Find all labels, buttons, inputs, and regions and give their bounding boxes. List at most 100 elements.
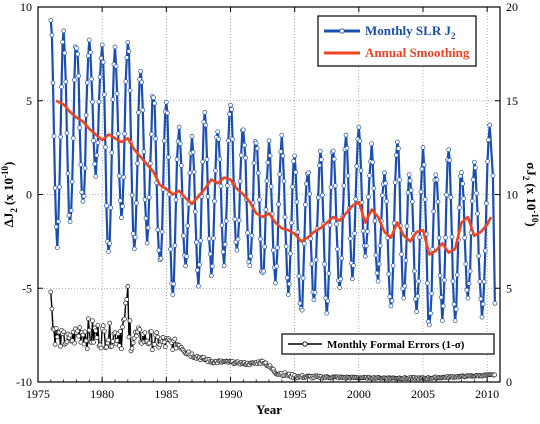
monthly-slr-point	[431, 209, 437, 214]
formal-error-point	[72, 340, 77, 346]
monthly-slr-point	[173, 197, 179, 203]
formal-error-point	[67, 332, 73, 338]
monthly-slr-point	[249, 233, 255, 238]
y-right-title-exp: -10	[530, 210, 540, 222]
monthly-slr-point	[116, 173, 122, 179]
monthly-slr-point	[267, 153, 273, 158]
monthly-slr-point	[90, 99, 95, 105]
formal-error-point	[134, 333, 139, 339]
monthly-slr-point	[320, 192, 325, 198]
monthly-slr-point	[279, 132, 285, 138]
monthly-slr-point	[462, 235, 468, 241]
monthly-slr-point	[358, 168, 364, 173]
monthly-slr-point	[447, 158, 453, 163]
monthly-slr-point	[126, 49, 132, 54]
monthly-slr-point	[454, 272, 460, 278]
monthly-slr-point	[436, 235, 442, 241]
y-right-tick-label: 5	[506, 281, 512, 295]
monthly-slr-point	[477, 279, 483, 284]
monthly-slr-point	[300, 275, 306, 281]
monthly-slr-point	[356, 124, 362, 130]
monthly-slr-point	[168, 246, 173, 252]
monthly-slr-point	[322, 261, 327, 267]
monthly-slr-point	[149, 131, 154, 137]
axis-ticks	[37, 6, 501, 383]
monthly-slr-point	[48, 17, 54, 23]
monthly-slr-point	[84, 80, 90, 85]
monthly-slr-point	[280, 153, 286, 159]
monthly-slr-point	[332, 183, 338, 189]
monthly-slr-point	[121, 174, 126, 180]
formal-error-point	[76, 333, 81, 339]
monthly-slr-point	[330, 148, 336, 154]
monthly-slr-point	[366, 194, 371, 200]
monthly-slr-point	[484, 201, 489, 206]
monthly-slr-point	[304, 181, 309, 187]
formal-error-point	[142, 330, 148, 336]
monthly-slr-point	[197, 262, 202, 268]
monthly-slr-point	[185, 223, 191, 229]
monthly-slr-point	[200, 159, 206, 165]
monthly-slr-point	[339, 255, 345, 261]
y-left-tick-label: 5	[26, 94, 32, 108]
y-right-tick-label: 10	[506, 188, 518, 202]
monthly-slr-point	[451, 301, 457, 307]
monthly-slr-point	[138, 68, 144, 74]
monthly-slr-point	[178, 163, 184, 168]
formal-error-point	[149, 329, 154, 335]
formal-error-point	[120, 324, 125, 330]
y-right-title-sub: 2	[521, 176, 531, 181]
monthly-slr-point	[351, 263, 356, 268]
monthly-slr-point	[424, 280, 430, 286]
formal-error-point	[150, 347, 155, 353]
monthly-slr-point	[264, 178, 270, 184]
monthly-slr-point	[394, 139, 400, 145]
monthly-slr-point	[283, 244, 289, 249]
monthly-slr-point	[326, 271, 332, 276]
legend-label-formal-errors: Monthly Formal Errors (1-σ)	[327, 339, 465, 351]
x-tick-label: 1990	[219, 387, 243, 401]
y-left-tick-label: 0	[26, 188, 32, 202]
formal-error-point	[83, 338, 89, 344]
monthly-slr-point	[113, 63, 119, 69]
formal-error-point	[91, 339, 96, 345]
x-tick-label: 2000	[347, 387, 371, 401]
y-left-title-paren: (x 10	[1, 178, 16, 205]
y-left-tick-label: -10	[16, 375, 32, 389]
monthly-slr-point	[212, 198, 217, 204]
monthly-slr-point	[51, 133, 57, 139]
monthly-slr-point	[125, 39, 131, 45]
formal-error-point	[84, 346, 90, 352]
monthly-slr-point	[384, 198, 389, 204]
monthly-slr-point	[486, 137, 491, 143]
monthly-slr-point	[374, 270, 380, 276]
monthly-slr-point	[85, 53, 91, 59]
monthly-slr-point	[407, 178, 413, 184]
monthly-slr-point	[130, 231, 136, 237]
monthly-slr-point	[77, 125, 83, 131]
formal-error-point	[100, 323, 106, 328]
legend-bottom: Monthly Formal Errors (1-σ)	[281, 333, 495, 355]
monthly-slr-point	[290, 184, 295, 190]
monthly-slr-point	[215, 129, 221, 135]
x-tick-label: 1980	[90, 387, 114, 401]
monthly-slr-point	[242, 142, 247, 148]
monthly-slr-point	[440, 303, 446, 309]
monthly-slr-point	[122, 131, 127, 137]
monthly-slr-point	[331, 156, 337, 162]
formal-error-point	[54, 334, 60, 340]
monthly-slr-point	[230, 136, 235, 142]
monthly-slr-point	[81, 193, 87, 199]
monthly-slr-point	[216, 136, 222, 142]
monthly-slr-point	[308, 236, 314, 241]
monthly-slr-point	[452, 318, 458, 324]
monthly-slr-point	[478, 296, 484, 302]
monthly-slr-point	[207, 251, 213, 257]
monthly-slr-point	[176, 124, 182, 130]
monthly-slr-point	[220, 249, 226, 255]
monthly-slr-point	[226, 138, 231, 143]
monthly-slr-point	[165, 110, 170, 116]
monthly-slr-point	[183, 263, 188, 269]
monthly-slr-point	[117, 198, 123, 203]
monthly-slr-point	[78, 162, 84, 167]
